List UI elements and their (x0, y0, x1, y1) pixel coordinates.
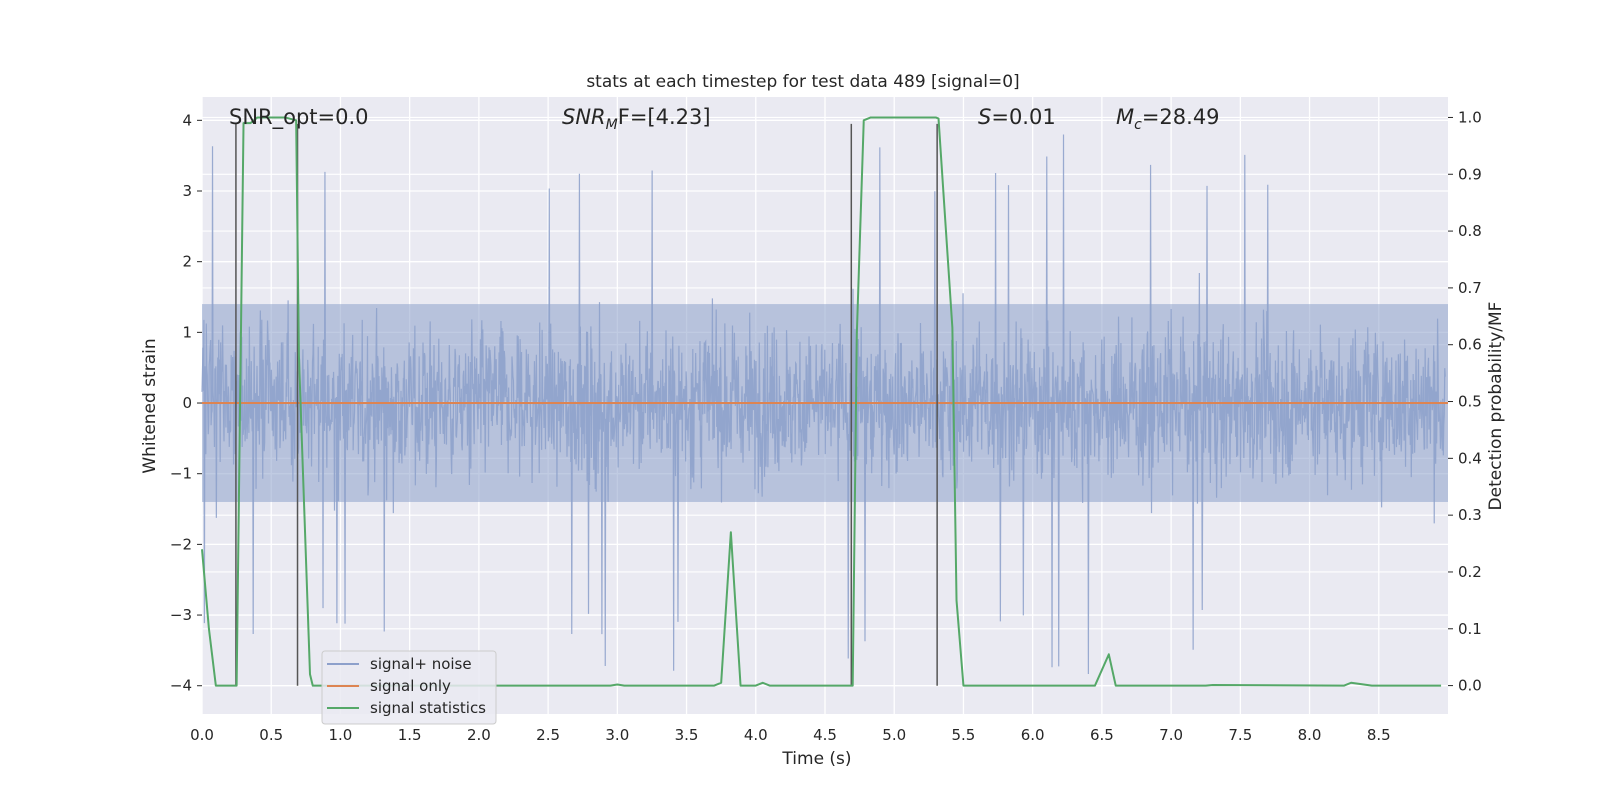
y-left-tick-label: 3 (182, 182, 192, 200)
x-tick-label: 6.5 (1090, 726, 1114, 744)
mc-subscript: c (1134, 117, 1142, 133)
s-symbol: S (978, 105, 991, 129)
x-axis-label: Time (s) (781, 749, 851, 769)
y-right-tick-label: 0.1 (1458, 620, 1482, 638)
legend-box (321, 650, 497, 725)
x-tick-label: 4.5 (813, 726, 837, 744)
s-value: =0.01 (991, 105, 1055, 129)
y-right-ticks: 1.0 0.9 0.8 0.7 0.6 0.5 0.4 0.3 0.2 0.1 0.0 (1448, 108, 1482, 695)
y-left-tick-label: 0 (182, 394, 192, 412)
x-tick-label: 2.5 (536, 726, 560, 744)
snr-mf-annotation: SNRMF=[4.23] (562, 105, 711, 133)
legend-label-noise: signal+ noise (370, 655, 472, 673)
snr-opt-annotation: SNR_opt=0.0 (229, 105, 369, 130)
signal-statistics-series (201, 116, 1442, 687)
x-tick-label: 5.0 (882, 726, 906, 744)
y-right-tick-label: 1.0 (1458, 108, 1482, 126)
x-tick-label: 3.5 (675, 726, 699, 744)
y-right-tick-label: 0.8 (1458, 222, 1482, 240)
mc-value: =28.49 (1142, 105, 1220, 129)
x-tick-label: 1.5 (398, 726, 422, 744)
y-left-tick-label: −1 (170, 465, 192, 483)
y-left-ticks: 4 3 2 1 0 −1 −2 −3 −4 (170, 111, 202, 695)
x-tick-label: 5.5 (952, 726, 976, 744)
x-tick-label: 6.0 (1021, 726, 1045, 744)
x-tick-label: 4.0 (744, 726, 768, 744)
y-right-tick-label: 0.3 (1458, 506, 1482, 524)
y-right-tick-label: 0.2 (1458, 563, 1482, 581)
snr-mf-rest: F=[4.23] (618, 105, 711, 129)
x-tick-label: 8.5 (1367, 726, 1391, 744)
x-tick-label: 3.0 (605, 726, 629, 744)
y-left-tick-label: 4 (182, 111, 192, 129)
snr-mf-base: SNR (562, 105, 606, 129)
y-right-tick-label: 0.5 (1458, 393, 1482, 411)
legend: signal+ noise signal only signal statist… (321, 650, 497, 725)
legend-label-statistics: signal statistics (370, 699, 486, 717)
x-tick-label: 7.5 (1228, 726, 1252, 744)
x-ticks: 0.0 0.5 1.0 1.5 2.0 2.5 3.0 3.5 4.0 4.5 5.0 5.5 6.0 6… (190, 726, 1391, 744)
plot-area (201, 97, 1448, 714)
y-right-axis-label: Detection probability/MF (1486, 302, 1506, 511)
x-tick-label: 0.5 (259, 726, 283, 744)
legend-label-signal-only: signal only (370, 677, 451, 695)
chart-title: stats at each timestep for test data 489… (586, 72, 1019, 92)
y-left-tick-label: 2 (182, 253, 192, 271)
y-left-tick-label: 1 (182, 323, 192, 341)
y-right-tick-label: 0.4 (1458, 449, 1482, 467)
x-tick-label: 0.0 (190, 726, 214, 744)
y-left-tick-label: −2 (170, 535, 192, 553)
snr-mf-subscript: M (606, 117, 618, 133)
y-left-tick-label: −4 (170, 677, 192, 695)
x-tick-label: 7.0 (1159, 726, 1183, 744)
y-right-tick-label: 0.9 (1458, 165, 1482, 183)
y-right-tick-label: 0.0 (1458, 677, 1482, 695)
mc-symbol: M (1116, 105, 1134, 129)
y-right-tick-label: 0.6 (1458, 336, 1482, 354)
x-tick-label: 1.0 (329, 726, 353, 744)
y-right-tick-label: 0.7 (1458, 279, 1482, 297)
x-tick-label: 2.0 (467, 726, 491, 744)
x-tick-label: 8.0 (1298, 726, 1322, 744)
s-annotation: S=0.01 (978, 105, 1056, 129)
y-left-tick-label: −3 (170, 606, 192, 624)
y-left-axis-label: Whitened strain (140, 338, 160, 473)
vertical-markers (235, 123, 938, 686)
mc-annotation: Mc=28.49 (1116, 105, 1220, 133)
